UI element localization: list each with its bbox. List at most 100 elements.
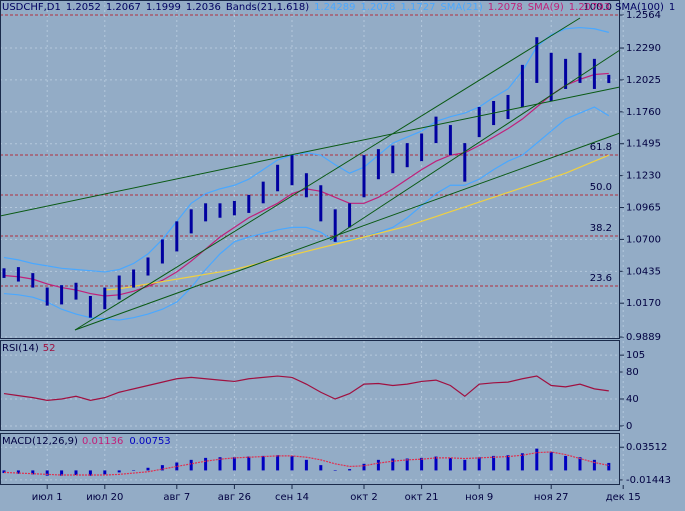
macd-bar (592, 459, 596, 471)
header-item: 1.20793 (569, 2, 610, 13)
indicator-line (3, 26, 609, 273)
panel-frame (0, 433, 620, 485)
macd-bar (391, 458, 395, 471)
header-item: 1.1727 (400, 2, 435, 13)
header-item: 1.2078 (488, 2, 523, 13)
fib-label: 61.8 (590, 142, 612, 153)
macd-bar (549, 451, 553, 471)
panel-frame (0, 0, 620, 339)
header-item: SMA(100) (615, 2, 664, 13)
macd-bar (520, 453, 524, 471)
macd-bar (376, 459, 380, 471)
panel-frame (0, 340, 620, 431)
header-item: 1.2052 (66, 2, 101, 13)
x-tick-label: ноя 27 (534, 492, 569, 503)
macd-bar (319, 465, 323, 471)
y-tick-label: 1.2564 (626, 10, 661, 21)
trend-line (299, 86, 621, 154)
y-tick-label: 40 (626, 394, 639, 405)
macd-title: MACD(12,26,9) (2, 436, 78, 447)
macd-bar (578, 457, 582, 471)
y-tick-label: 1.0435 (626, 266, 661, 277)
macd-bar (74, 470, 78, 476)
macd-bar (204, 457, 208, 471)
macd-bar (304, 459, 308, 471)
macd-bar (535, 448, 539, 471)
y-tick-label: 1.0965 (626, 203, 661, 214)
macd-bar (448, 457, 452, 471)
macd-bar (160, 465, 164, 471)
rsi-title: RSI(14) (2, 343, 39, 354)
trend-line (329, 49, 621, 241)
y-tick-label: 1.0700 (626, 234, 661, 245)
macd-bar (247, 456, 251, 471)
trend-line (74, 132, 621, 331)
trend-line (74, 17, 581, 331)
fib-label: 100.0 (583, 2, 612, 13)
header-item: 1.2067 (106, 2, 141, 13)
frames (0, 0, 620, 485)
header-item: SMA(21) (440, 2, 482, 13)
fib-label: 38.2 (590, 223, 612, 234)
macd-bar (564, 455, 568, 471)
header: USDCHF,D1 1.2052 1.2067 1.1999 1.2036 Bands(2… (2, 2, 675, 13)
rsi-header: RSI(14) 52 (2, 343, 56, 354)
macd-bar (146, 467, 150, 471)
indicator-line (104, 154, 610, 291)
rsi-line (3, 375, 609, 401)
fib-label: 50.0 (590, 182, 612, 193)
macd-bar (103, 470, 107, 475)
macd-bar (232, 457, 236, 471)
y-tick-label: -0.01443 (626, 475, 671, 486)
macd-bar (463, 459, 467, 471)
layers: 1.2564 1.2290 1.2025 1.1760 1.1495 1.1230 1.09… (0, 0, 671, 503)
macd-bar (16, 470, 20, 474)
macd-bar (492, 455, 496, 471)
macd-bar (189, 459, 193, 471)
y-tick-label: 0.9889 (626, 332, 661, 343)
macd-bar (175, 462, 179, 471)
x-tick-label: июл 1 (32, 492, 63, 503)
macd-bar (333, 470, 337, 471)
trend-line (0, 152, 301, 217)
macd-bar (218, 457, 222, 471)
x-tick-label: авг 7 (163, 492, 190, 503)
signal-line (3, 451, 609, 476)
x-tick-label: авг 26 (218, 492, 251, 503)
x-tick-label: сен 14 (275, 492, 309, 503)
header-item: 1 (669, 2, 675, 13)
macd-bar (276, 455, 280, 471)
x-tick-label: окт 21 (405, 492, 439, 503)
macd-bar (506, 455, 510, 471)
macd-bar (434, 456, 438, 471)
x-tick-label: июл 20 (86, 492, 123, 503)
macd-bar (420, 457, 424, 471)
header-item: SMA(9) (528, 2, 564, 13)
macd-bar (31, 470, 35, 475)
macd-bar (2, 470, 6, 474)
y-tick-label: 1.1495 (626, 139, 661, 150)
rsi-current: 52 (43, 343, 56, 354)
header-item: Bands(21,1.618) (226, 2, 309, 13)
header-item: USDCHF,D1 (2, 2, 61, 13)
macd-bar (117, 470, 121, 473)
y-tick-label: 1.0170 (626, 298, 661, 309)
y-tick-label: 1.2290 (626, 43, 661, 54)
header-item: 1.2078 (360, 2, 395, 13)
macd-bar (132, 470, 136, 471)
macd-bar (60, 470, 64, 476)
macd-bar (405, 458, 409, 471)
y-tick-label: 1.1230 (626, 171, 661, 182)
macd-header: MACD(12,26,9) 0.01136 0.00753 (2, 436, 171, 447)
macd-signal-current: 0.00753 (129, 436, 170, 447)
y-tick-label: 0 (626, 421, 632, 432)
macd-bar (348, 469, 352, 471)
fib-label: 23.6 (590, 273, 612, 284)
x-tick-label: дек 15 (606, 492, 641, 503)
y-tick-label: 0.03512 (626, 442, 667, 453)
y-tick-label: 1.1760 (626, 107, 661, 118)
macd-current: 0.01136 (82, 436, 123, 447)
trend-lines (0, 17, 621, 331)
macd-bar (45, 470, 49, 476)
macd-bar (607, 462, 611, 471)
